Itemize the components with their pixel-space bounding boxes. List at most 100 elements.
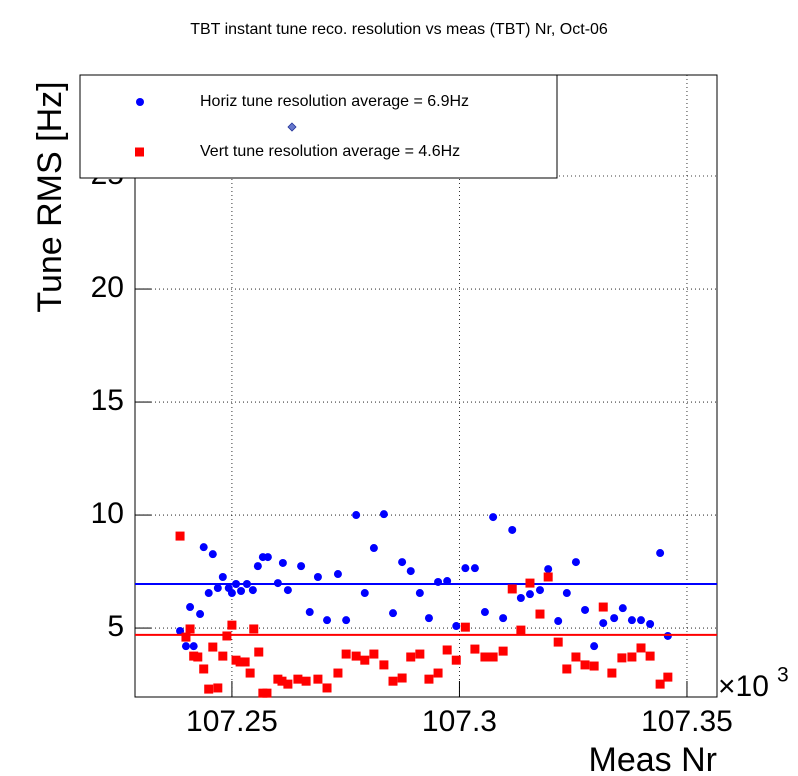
point [263, 553, 272, 562]
point [544, 565, 553, 574]
point [443, 577, 452, 586]
point [415, 649, 425, 659]
point [535, 586, 544, 595]
point [313, 572, 322, 581]
y-tick-label: 20 [91, 271, 124, 304]
y-axis-label: Tune RMS [Hz] [31, 81, 69, 312]
point [379, 510, 388, 519]
point [553, 637, 563, 647]
point [237, 586, 246, 595]
x-multiplier: ×10 [718, 670, 769, 703]
point [175, 531, 185, 541]
point [333, 668, 343, 678]
point [185, 624, 195, 634]
point [498, 646, 508, 656]
point [245, 668, 255, 678]
point [607, 668, 617, 678]
point [369, 544, 378, 553]
point [181, 642, 190, 651]
point [525, 578, 535, 588]
point [636, 643, 646, 653]
point [186, 603, 195, 612]
point [646, 619, 655, 628]
point [434, 577, 443, 586]
point [507, 584, 517, 594]
point [433, 668, 443, 678]
point [516, 594, 525, 603]
point [397, 673, 407, 683]
point [655, 679, 665, 689]
point [208, 642, 218, 652]
point [189, 642, 198, 651]
point [379, 660, 389, 670]
point [589, 661, 599, 671]
legend-marker [287, 122, 297, 132]
point [580, 660, 590, 670]
point [470, 644, 480, 654]
point [581, 605, 590, 614]
point [248, 586, 257, 595]
point [663, 631, 672, 640]
point [424, 674, 434, 684]
point [232, 579, 241, 588]
point [599, 619, 608, 628]
point [193, 652, 203, 662]
point [424, 614, 433, 623]
point [273, 579, 282, 588]
point [240, 657, 250, 667]
point [305, 608, 314, 617]
legend-marker [135, 147, 144, 157]
point [204, 684, 214, 694]
y-tick-label: 15 [91, 384, 124, 417]
point [656, 549, 665, 558]
chart-title: TBT instant tune reco. resolution vs mea… [190, 21, 608, 38]
point [637, 616, 646, 625]
point [499, 614, 508, 623]
point [254, 647, 264, 657]
point [442, 645, 452, 655]
point [322, 683, 332, 693]
point [341, 649, 351, 659]
point [388, 676, 398, 686]
point [598, 602, 608, 612]
point [278, 558, 287, 567]
point [283, 679, 293, 689]
point [627, 616, 636, 625]
point [218, 651, 228, 661]
point [297, 562, 306, 571]
point [333, 570, 342, 579]
point [389, 609, 398, 618]
point [369, 649, 379, 659]
point [406, 652, 416, 662]
point [535, 609, 545, 619]
point [470, 564, 479, 573]
point [618, 604, 627, 613]
point [461, 564, 470, 573]
point [277, 676, 287, 686]
point [488, 652, 498, 662]
point [351, 651, 361, 661]
point [199, 543, 208, 552]
point [196, 610, 205, 619]
point [293, 674, 303, 684]
x-multiplier-exponent: 3 [777, 664, 789, 687]
x-axis-label: Meas Nr [589, 741, 717, 776]
point [249, 624, 259, 634]
point [525, 590, 534, 599]
x-tick-label: 107.35 [641, 705, 733, 738]
point [283, 586, 292, 595]
point [342, 616, 351, 625]
point [460, 622, 470, 632]
point [323, 616, 332, 625]
legend-marker [136, 98, 144, 106]
x-tick-label: 107.3 [422, 705, 497, 738]
point [489, 513, 498, 522]
point [415, 589, 424, 598]
point [480, 652, 490, 662]
y-tick-label: 10 [91, 497, 124, 530]
x-tick-label: 107.25 [186, 705, 278, 738]
legend-label: Horiz tune resolution average = 6.9Hz [200, 93, 469, 110]
point [208, 550, 217, 559]
point [590, 642, 599, 651]
point [313, 674, 323, 684]
